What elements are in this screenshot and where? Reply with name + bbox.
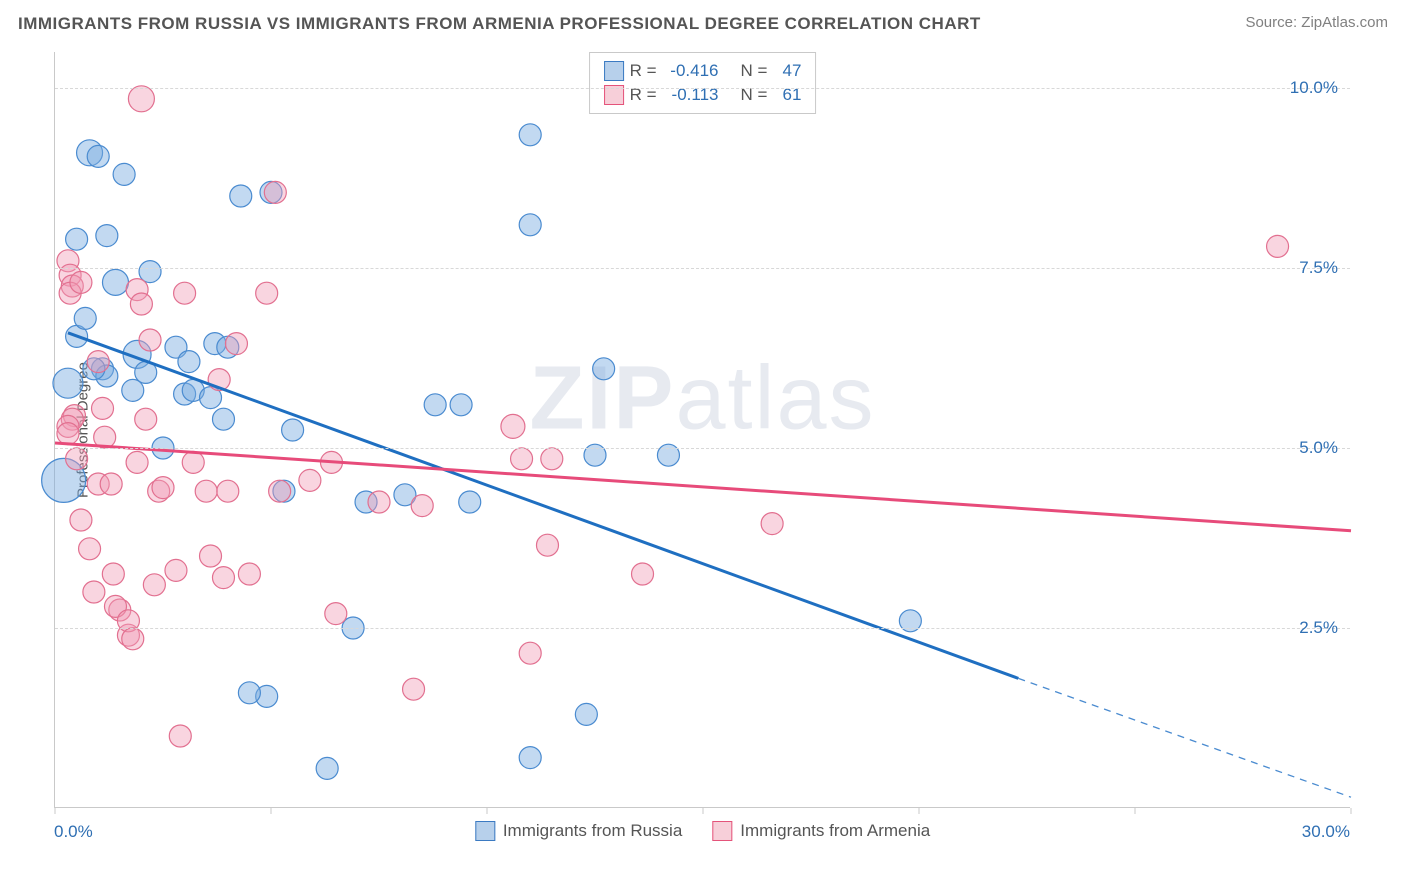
data-point [238,682,260,704]
source-label: Source: ZipAtlas.com [1245,14,1388,31]
data-point [1267,235,1289,257]
data-point [519,124,541,146]
data-point [511,448,533,470]
x-min-label: 0.0% [54,822,93,842]
data-point [128,86,154,112]
y-tick-label: 10.0% [1290,78,1338,98]
data-point [593,358,615,380]
legend-item-russia: Immigrants from Russia [475,821,682,841]
data-point [122,628,144,650]
data-point [66,448,88,470]
data-point [403,678,425,700]
grid-line [55,88,1350,89]
data-point [57,423,79,445]
x-max-label: 30.0% [1302,822,1350,842]
data-point [264,181,286,203]
swatch-pink-icon [712,821,732,841]
data-point [113,163,135,185]
data-point [102,269,128,295]
data-point [96,225,118,247]
chart-title: IMMIGRANTS FROM RUSSIA VS IMMIGRANTS FRO… [18,14,981,34]
trend-line [68,333,1018,679]
data-point [225,333,247,355]
data-point [575,703,597,725]
data-point [100,473,122,495]
grid-line [55,268,1350,269]
trend-line [1018,678,1351,797]
data-point [53,368,83,398]
data-point [182,451,204,473]
data-point [79,538,101,560]
data-point [126,451,148,473]
data-point [269,480,291,502]
data-point [135,408,157,430]
y-tick-label: 7.5% [1299,258,1338,278]
data-point [299,469,321,491]
data-point [501,414,525,438]
data-point [200,545,222,567]
data-point [282,419,304,441]
plot-area: Professional Degree ZIPatlas R = -0.416 … [54,52,1350,808]
data-point [230,185,252,207]
data-point [238,563,260,585]
data-point [632,563,654,585]
data-point [450,394,472,416]
legend-label: Immigrants from Russia [503,821,682,841]
data-point [368,491,390,513]
y-tick-label: 5.0% [1299,438,1338,458]
data-point [122,379,144,401]
data-point [519,214,541,236]
grid-line [55,628,1350,629]
y-tick-label: 2.5% [1299,618,1338,638]
data-point [459,491,481,513]
data-point [152,477,174,499]
data-point [70,271,92,293]
data-point [83,581,105,603]
data-point [92,397,114,419]
data-point [541,448,563,470]
data-point [217,480,239,502]
data-point [70,509,92,531]
data-point [169,725,191,747]
data-point [87,351,109,373]
chart-svg [55,52,1351,808]
data-point [74,307,96,329]
series-legend: Immigrants from Russia Immigrants from A… [475,821,930,841]
data-point [66,228,88,250]
legend-label: Immigrants from Armenia [740,821,930,841]
trend-line [55,443,1351,531]
data-point [143,574,165,596]
data-point [165,559,187,581]
swatch-blue-icon [475,821,495,841]
data-point [761,513,783,535]
data-point [178,351,200,373]
data-point [102,563,124,585]
legend-item-armenia: Immigrants from Armenia [712,821,930,841]
data-point [519,642,541,664]
grid-line [55,448,1350,449]
data-point [87,145,109,167]
data-point [139,329,161,351]
data-point [256,282,278,304]
data-point [536,534,558,556]
data-point [195,480,217,502]
data-point [424,394,446,416]
data-point [212,567,234,589]
data-point [174,282,196,304]
data-point [316,757,338,779]
data-point [411,495,433,517]
data-point [212,408,234,430]
data-point [519,747,541,769]
data-point [325,603,347,625]
data-point [130,293,152,315]
